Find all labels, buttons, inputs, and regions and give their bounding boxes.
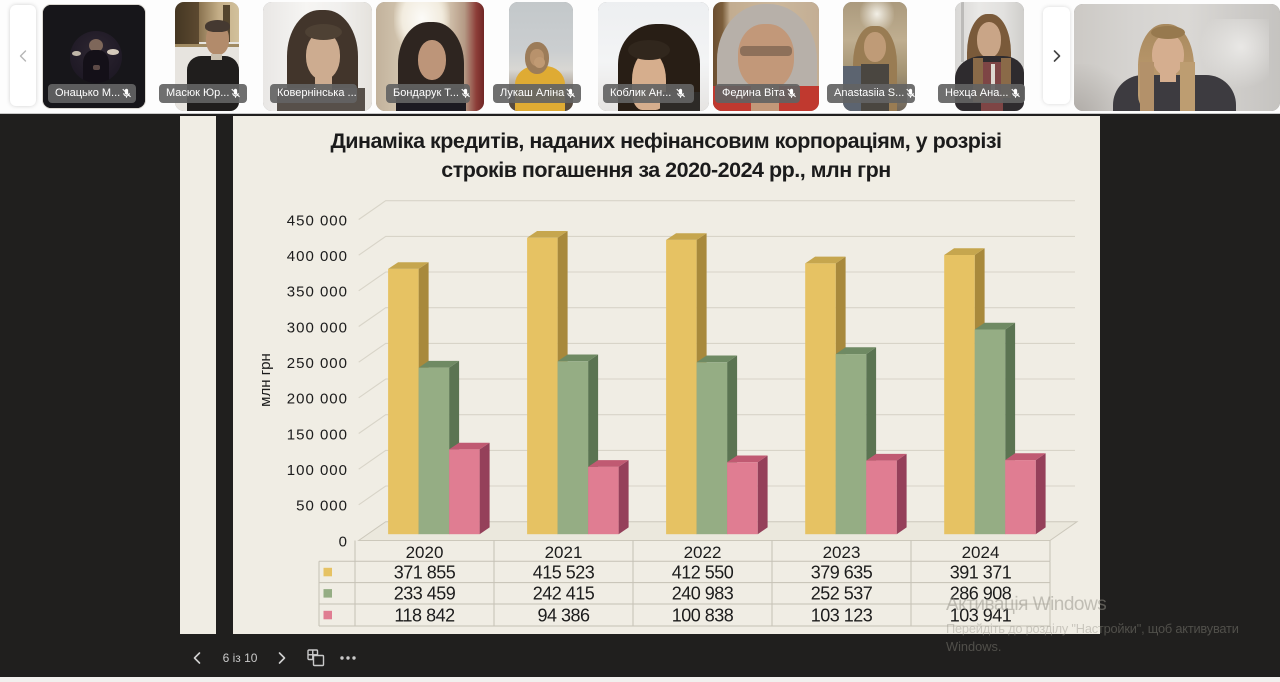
svg-text:240 983: 240 983	[672, 584, 734, 604]
svg-text:0: 0	[339, 533, 348, 550]
svg-text:млн грн: млн грн	[257, 353, 274, 407]
svg-text:Динаміка кредитів, наданих неф: Динаміка кредитів, наданих нефінансовим …	[330, 129, 1001, 153]
svg-text:371 855: 371 855	[394, 562, 456, 582]
svg-text:300 000: 300 000	[287, 319, 348, 336]
svg-text:100 838: 100 838	[672, 605, 734, 625]
svg-text:415 523: 415 523	[533, 562, 595, 582]
svg-text:150 000: 150 000	[287, 426, 348, 443]
svg-text:50 000: 50 000	[296, 498, 348, 515]
svg-text:2021: 2021	[545, 543, 583, 562]
svg-text:400 000: 400 000	[287, 248, 348, 265]
svg-text:2023: 2023	[823, 543, 861, 562]
svg-text:94 386: 94 386	[537, 605, 590, 625]
svg-text:2020: 2020	[406, 543, 444, 562]
svg-text:379 635: 379 635	[811, 562, 873, 582]
svg-text:118 842: 118 842	[394, 605, 455, 625]
svg-text:233 459: 233 459	[394, 584, 456, 604]
svg-text:103 123: 103 123	[811, 605, 873, 625]
svg-text:391 371: 391 371	[950, 562, 1012, 582]
svg-text:103 941: 103 941	[950, 605, 1012, 625]
svg-text:2022: 2022	[684, 543, 722, 562]
svg-text:250 000: 250 000	[287, 355, 348, 372]
svg-text:200 000: 200 000	[287, 391, 348, 408]
svg-text:242 415: 242 415	[533, 584, 595, 604]
svg-text:450 000: 450 000	[287, 212, 348, 229]
svg-text:286 908: 286 908	[950, 584, 1012, 604]
svg-text:100 000: 100 000	[287, 462, 348, 479]
svg-text:350 000: 350 000	[287, 284, 348, 301]
svg-text:412 550: 412 550	[672, 562, 734, 582]
svg-text:строків погашення за 2020-2024: строків погашення за 2020-2024 рр., млн …	[441, 158, 890, 182]
svg-text:252 537: 252 537	[811, 584, 873, 604]
svg-text:2024: 2024	[962, 543, 1000, 562]
